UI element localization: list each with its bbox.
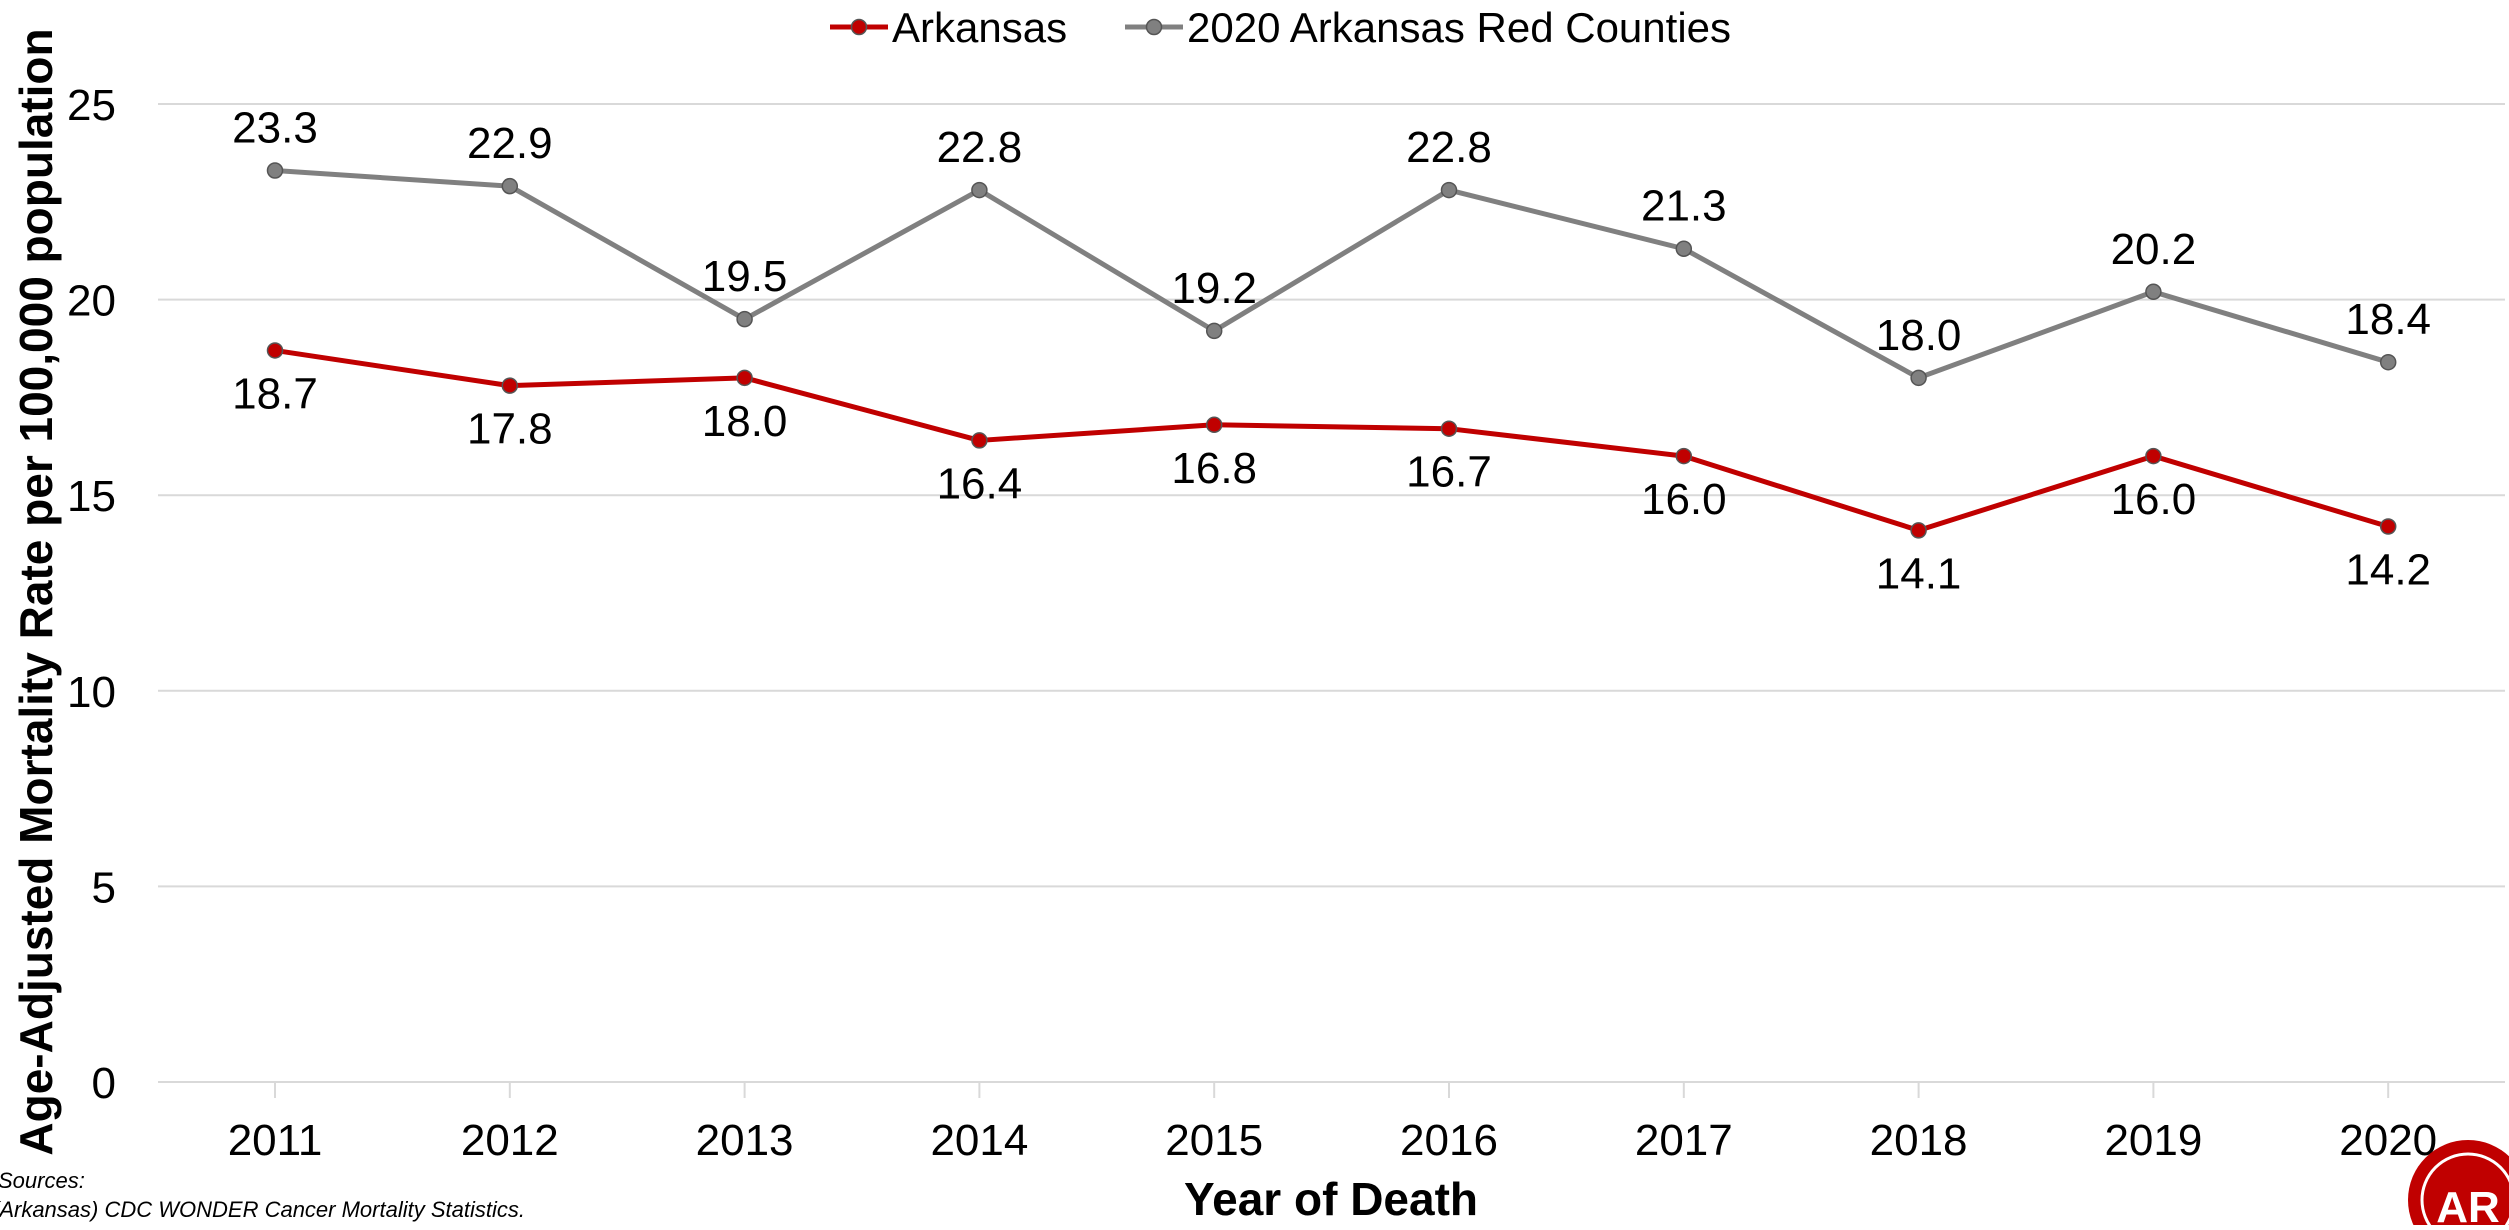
data-labels: 18.7 17.8 18.0 16.4 16.8 16.7 16.0 14.1 16.0 14.2…	[232, 104, 2431, 599]
data-point	[971, 432, 988, 449]
y-tick-label: 15	[67, 472, 116, 521]
series-line-1	[274, 168, 2389, 381]
series-line-0	[274, 347, 2389, 533]
x-tick-label: 2018	[1870, 1116, 1968, 1165]
data-point	[1675, 447, 1693, 465]
sources-heading: Sources:	[0, 1168, 85, 1193]
data-point	[1675, 240, 1693, 257]
data-label: 14.2	[2345, 545, 2431, 594]
legend-label-0: Arkansas	[892, 4, 1067, 51]
data-point	[1205, 416, 1223, 434]
data-point	[736, 369, 753, 387]
data-point	[736, 310, 753, 328]
y-tick-label: 20	[67, 277, 116, 326]
sources-line: (Arkansas) CDC WONDER Cancer Mortality S…	[0, 1197, 525, 1222]
data-label: 22.8	[1406, 123, 1492, 172]
data-label: 16.0	[1641, 475, 1727, 524]
data-label: 19.2	[1171, 264, 1257, 313]
data-label: 16.8	[1171, 444, 1257, 493]
data-label: 16.0	[2111, 475, 2197, 524]
department-logo: AR	[2408, 1140, 2509, 1230]
data-label: 18.0	[1876, 311, 1962, 360]
data-label: 22.9	[467, 119, 553, 168]
x-tick-label: 2012	[461, 1116, 559, 1165]
series-lines	[266, 162, 2397, 539]
data-point	[1205, 322, 1223, 340]
data-point	[266, 162, 284, 179]
data-point	[266, 342, 284, 359]
data-point	[1440, 420, 1458, 437]
x-axis-title: Year of Death	[1184, 1173, 1478, 1225]
x-tick-label: 2019	[2104, 1116, 2202, 1165]
data-label: 18.4	[2345, 295, 2431, 344]
y-axis-tick-labels: 0 5 10 15 20 25	[67, 81, 116, 1108]
data-point	[1910, 522, 1927, 539]
data-label: 16.4	[937, 459, 1023, 508]
logo-text: AR	[2436, 1183, 2500, 1225]
data-label: 18.0	[702, 397, 788, 446]
data-point	[2379, 353, 2397, 371]
legend-marker-0	[850, 18, 868, 36]
x-tick-label: 2020	[2339, 1116, 2437, 1165]
data-label: 20.2	[2111, 225, 2197, 274]
data-label: 16.7	[1406, 448, 1492, 497]
data-label: 21.3	[1641, 182, 1727, 231]
y-tick-label: 5	[92, 863, 116, 912]
x-tick-label: 2014	[930, 1116, 1028, 1165]
data-point	[1440, 181, 1458, 199]
y-axis-title: Age-Adjusted Mortality Rate per 100,000 …	[10, 28, 62, 1155]
data-point	[501, 377, 519, 394]
data-point	[1910, 369, 1927, 387]
data-point	[2145, 283, 2162, 301]
data-point	[501, 177, 519, 195]
x-tick-label: 2016	[1400, 1116, 1498, 1165]
y-tick-label: 25	[67, 81, 116, 130]
legend-marker-1	[1145, 18, 1163, 36]
data-point	[2379, 518, 2397, 535]
data-label: 18.7	[232, 369, 318, 418]
legend-label-1: 2020 Arkansas Red Counties	[1187, 4, 1731, 51]
x-tick-label: 2011	[228, 1116, 323, 1165]
x-tick-label: 2013	[696, 1116, 794, 1165]
legend: Arkansas 2020 Arkansas Red Counties	[830, 4, 1731, 51]
data-label: 23.3	[232, 104, 318, 153]
y-tick-label: 10	[67, 668, 116, 717]
gridlines	[158, 103, 2505, 1083]
x-tick-label: 2015	[1165, 1116, 1263, 1165]
x-tick-label: 2017	[1635, 1116, 1733, 1165]
y-tick-label: 0	[92, 1059, 116, 1108]
data-point	[971, 181, 988, 199]
data-label: 22.8	[937, 123, 1023, 172]
data-point	[2145, 447, 2162, 465]
data-label: 17.8	[467, 405, 553, 454]
data-label: 19.5	[702, 252, 788, 301]
data-label: 14.1	[1876, 549, 1962, 598]
x-axis-ticks: 2011 2012 2013 2014 2015 2016 2017 2018 2019 2020	[228, 1082, 2437, 1165]
